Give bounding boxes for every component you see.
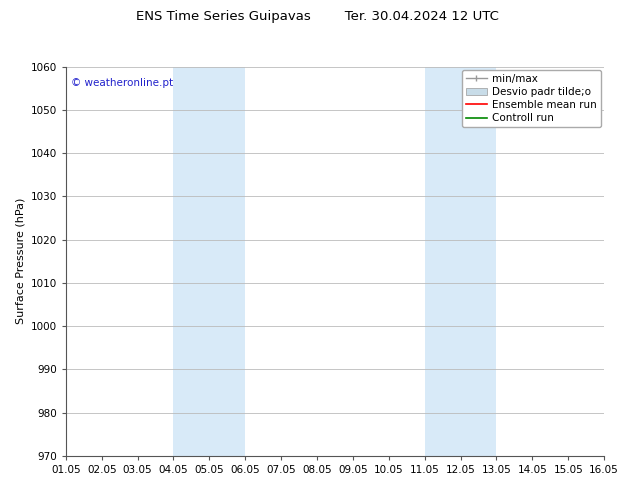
Text: © weatheronline.pt: © weatheronline.pt (71, 78, 173, 88)
Y-axis label: Surface Pressure (hPa): Surface Pressure (hPa) (15, 198, 25, 324)
Legend: min/max, Desvio padr tilde;o, Ensemble mean run, Controll run: min/max, Desvio padr tilde;o, Ensemble m… (462, 70, 601, 127)
Text: ENS Time Series Guipavas        Ter. 30.04.2024 12 UTC: ENS Time Series Guipavas Ter. 30.04.2024… (136, 10, 498, 23)
Bar (174, 67, 245, 456)
Bar (425, 67, 496, 456)
